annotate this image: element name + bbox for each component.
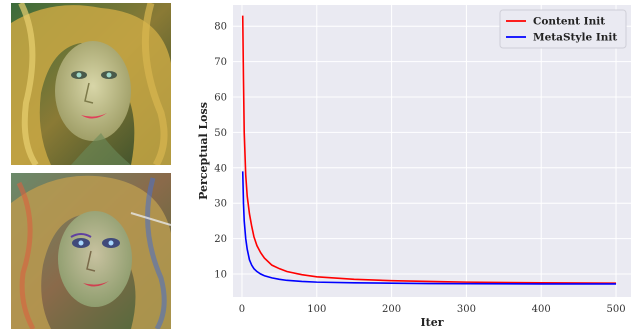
x-tick-label: 200	[382, 304, 401, 315]
perceptual-loss-chart: 0 100 200 300 400 500 10 20 30 40 50 60 70 80 Iter Pe…	[197, 5, 631, 329]
x-tick-label: 400	[532, 304, 551, 315]
content-init-line	[241, 15, 617, 284]
y-tick-label: 30	[214, 199, 227, 210]
plot-area	[233, 5, 631, 297]
y-axis-label: Perceptual Loss	[197, 102, 210, 200]
y-tick-label: 40	[214, 163, 227, 174]
y-tick-label: 60	[214, 93, 227, 104]
series-lines	[241, 15, 617, 285]
x-axis-label: Iter	[420, 316, 443, 329]
y-tick-label: 50	[214, 128, 227, 139]
legend: Content Init MetaStyle Init	[499, 9, 627, 49]
axis-ticks: 0 100 200 300 400 500 10 20 30 40 50 60 70 80	[214, 22, 625, 315]
x-tick-label: 0	[239, 304, 245, 315]
metastyle-init-line	[241, 171, 617, 285]
x-tick-label: 100	[307, 304, 326, 315]
legend-label: MetaStyle Init	[533, 32, 617, 44]
x-tick-label: 500	[606, 304, 625, 315]
y-tick-label: 70	[214, 57, 227, 68]
stylized-portrait-metastyle-init	[11, 173, 171, 329]
legend-label: Content Init	[533, 16, 605, 28]
y-tick-label: 20	[214, 234, 227, 245]
y-tick-label: 10	[214, 269, 227, 280]
x-tick-label: 300	[457, 304, 476, 315]
stylized-portrait-content-init	[11, 3, 171, 165]
legend-box	[499, 9, 627, 49]
grid-lines	[233, 5, 631, 297]
y-tick-label: 80	[214, 22, 227, 33]
